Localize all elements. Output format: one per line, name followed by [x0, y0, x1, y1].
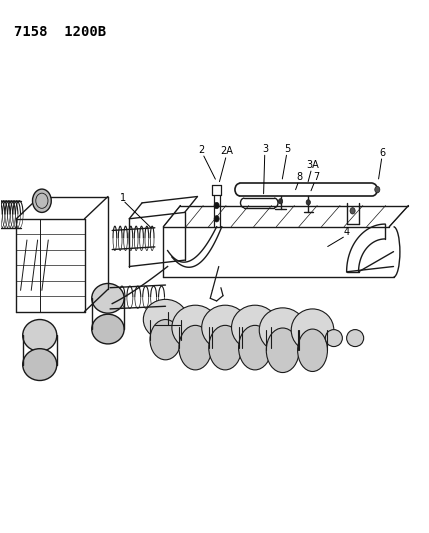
Text: 4: 4 — [344, 227, 350, 237]
Text: 7: 7 — [313, 172, 319, 182]
Ellipse shape — [291, 309, 334, 351]
Text: 2A: 2A — [220, 146, 233, 156]
Ellipse shape — [202, 305, 248, 350]
Ellipse shape — [23, 319, 57, 351]
Ellipse shape — [150, 319, 181, 360]
Ellipse shape — [23, 349, 57, 381]
Circle shape — [214, 203, 219, 209]
Ellipse shape — [325, 329, 342, 346]
Circle shape — [350, 208, 355, 214]
Text: 2: 2 — [199, 145, 205, 155]
Ellipse shape — [172, 305, 219, 350]
Ellipse shape — [232, 305, 278, 350]
Ellipse shape — [179, 325, 212, 370]
Circle shape — [214, 216, 219, 222]
Ellipse shape — [239, 325, 272, 370]
Text: 7158  1200B: 7158 1200B — [14, 25, 106, 39]
Ellipse shape — [92, 314, 124, 344]
Text: 8: 8 — [297, 172, 303, 182]
Ellipse shape — [298, 329, 327, 372]
Circle shape — [375, 187, 380, 193]
Circle shape — [306, 200, 311, 205]
Text: 5: 5 — [285, 144, 291, 154]
Text: 1: 1 — [120, 192, 126, 203]
Ellipse shape — [92, 284, 124, 313]
Ellipse shape — [266, 328, 299, 373]
Ellipse shape — [259, 308, 306, 352]
Ellipse shape — [209, 325, 242, 370]
Circle shape — [278, 199, 283, 204]
Circle shape — [33, 189, 51, 213]
Ellipse shape — [143, 300, 187, 340]
Text: 3A: 3A — [306, 160, 319, 169]
Text: 6: 6 — [380, 148, 386, 158]
Text: 3: 3 — [263, 144, 269, 154]
Ellipse shape — [347, 329, 364, 346]
